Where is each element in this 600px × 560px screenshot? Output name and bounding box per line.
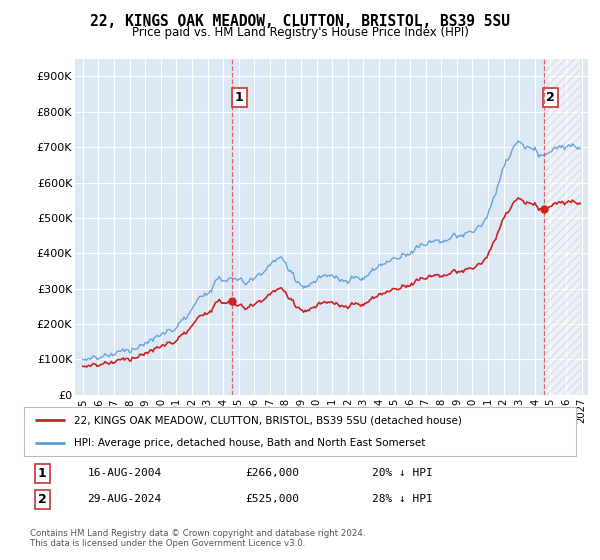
Text: This data is licensed under the Open Government Licence v3.0.: This data is licensed under the Open Gov… [30,539,305,548]
Text: Price paid vs. HM Land Registry's House Price Index (HPI): Price paid vs. HM Land Registry's House … [131,26,469,39]
Text: 16-AUG-2004: 16-AUG-2004 [88,468,162,478]
Text: 22, KINGS OAK MEADOW, CLUTTON, BRISTOL, BS39 5SU (detached house): 22, KINGS OAK MEADOW, CLUTTON, BRISTOL, … [74,416,461,426]
Text: 2: 2 [547,91,555,104]
Text: 20% ↓ HPI: 20% ↓ HPI [372,468,433,478]
Text: £525,000: £525,000 [245,494,299,504]
Text: 1: 1 [235,91,244,104]
Text: 1: 1 [38,467,47,480]
Text: 28% ↓ HPI: 28% ↓ HPI [372,494,433,504]
Text: Contains HM Land Registry data © Crown copyright and database right 2024.: Contains HM Land Registry data © Crown c… [30,529,365,538]
Text: HPI: Average price, detached house, Bath and North East Somerset: HPI: Average price, detached house, Bath… [74,438,425,448]
Text: 2: 2 [38,493,47,506]
Text: 22, KINGS OAK MEADOW, CLUTTON, BRISTOL, BS39 5SU: 22, KINGS OAK MEADOW, CLUTTON, BRISTOL, … [90,14,510,29]
Text: 29-AUG-2024: 29-AUG-2024 [88,494,162,504]
Text: £266,000: £266,000 [245,468,299,478]
